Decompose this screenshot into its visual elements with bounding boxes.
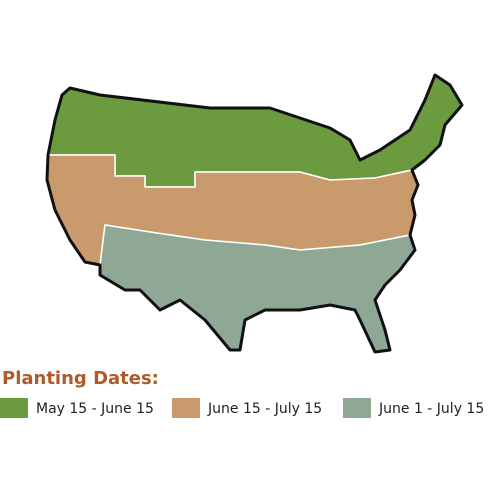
us-map bbox=[45, 73, 464, 354]
legend-title: Planting Dates: bbox=[2, 368, 159, 389]
legend-swatch bbox=[0, 398, 28, 418]
region bbox=[99, 224, 416, 353]
legend: May 15 - June 15 June 15 - July 15 June 1 … bbox=[0, 398, 484, 418]
legend-swatch bbox=[343, 398, 371, 418]
legend-label: June 1 - July 15 bbox=[378, 401, 484, 417]
map-outline bbox=[45, 73, 464, 354]
legend-label: May 15 - June 15 bbox=[36, 401, 154, 417]
legend-swatch bbox=[172, 398, 200, 418]
legend-label: June 15 - July 15 bbox=[207, 401, 322, 417]
